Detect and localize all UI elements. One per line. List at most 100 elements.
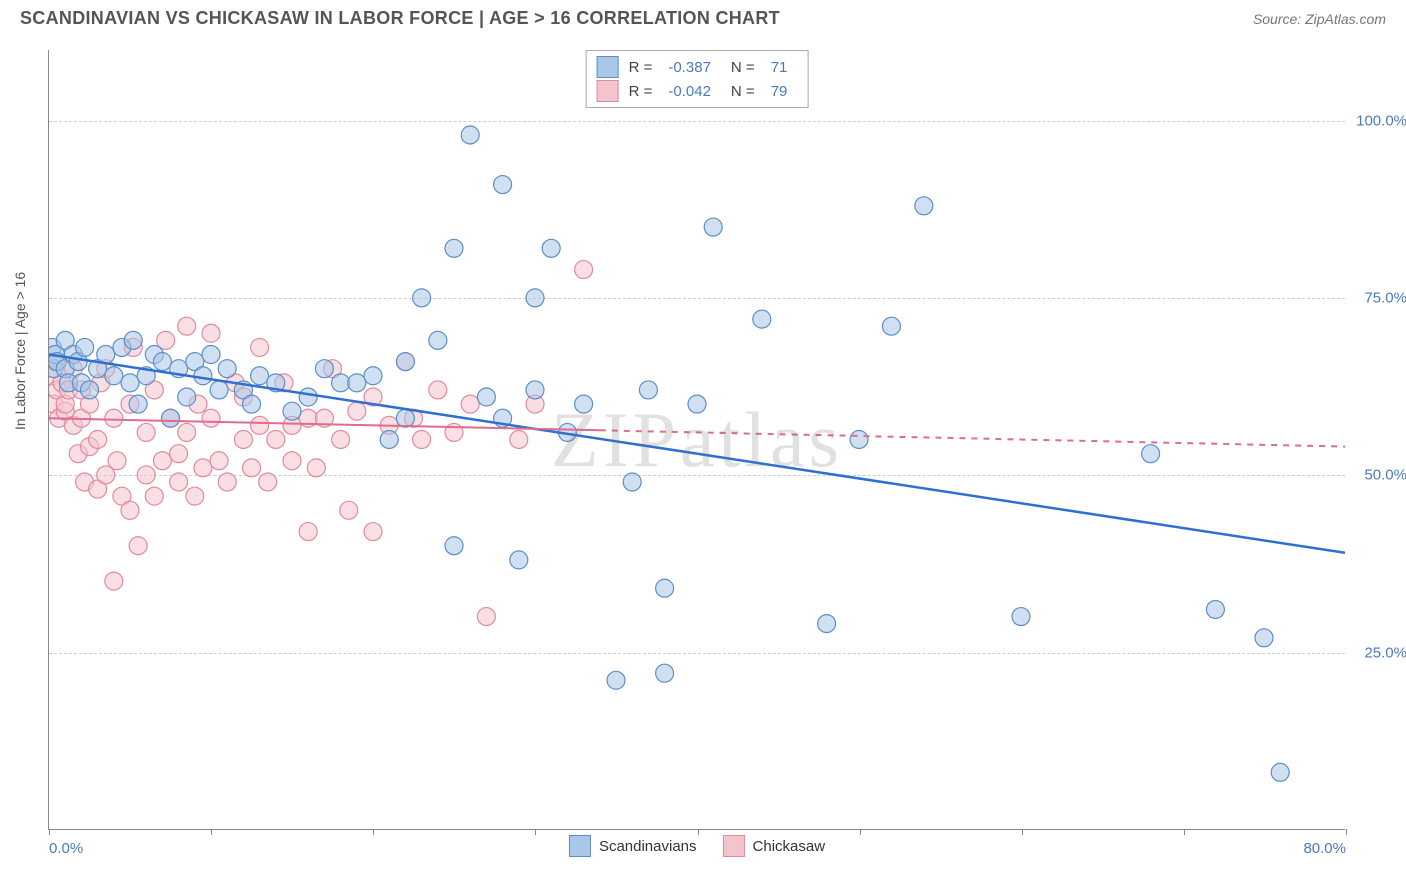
scatter-point [137, 466, 155, 484]
scatter-point [461, 395, 479, 413]
scatter-point [445, 537, 463, 555]
chart-title: SCANDINAVIAN VS CHICKASAW IN LABOR FORCE… [20, 8, 780, 29]
y-tick-label: 75.0% [1364, 290, 1406, 307]
scatter-point [283, 402, 301, 420]
scatter-point [137, 423, 155, 441]
scatter-point [510, 431, 528, 449]
x-tick-mark [860, 829, 861, 835]
scatter-point [1206, 600, 1224, 618]
scatter-point [1012, 608, 1030, 626]
scatter-point [76, 338, 94, 356]
scatter-point [202, 409, 220, 427]
scatter-point [218, 360, 236, 378]
r-value: -0.042 [662, 83, 721, 100]
r-value: -0.387 [662, 59, 721, 76]
scatter-point [510, 551, 528, 569]
scatter-point [477, 608, 495, 626]
scatter-point [526, 289, 544, 307]
scatter-point [108, 452, 126, 470]
scatter-point [121, 501, 139, 519]
scatter-point [332, 374, 350, 392]
legend-item: Scandinavians [569, 835, 697, 857]
scatter-point [332, 431, 350, 449]
scatter-point [315, 360, 333, 378]
legend-label: Chickasaw [753, 838, 826, 855]
scatter-point [202, 346, 220, 364]
y-tick-label: 100.0% [1356, 112, 1406, 129]
scatter-point [129, 395, 147, 413]
x-tick-label: 0.0% [49, 840, 83, 857]
scatter-point [194, 459, 212, 477]
scatter-point [1255, 629, 1273, 647]
scatter-point [307, 459, 325, 477]
scatter-point [105, 409, 123, 427]
scatter-point [364, 523, 382, 541]
scatter-point [243, 395, 261, 413]
scatter-point [1271, 763, 1289, 781]
scatter-point [153, 353, 171, 371]
scatter-point [202, 324, 220, 342]
x-tick-mark [1022, 829, 1023, 835]
scatter-point [753, 310, 771, 328]
scatter-point [178, 317, 196, 335]
scatter-point [178, 388, 196, 406]
scatter-point [153, 452, 171, 470]
scatter-point [267, 431, 285, 449]
scatter-point [396, 409, 414, 427]
n-label: N = [731, 83, 755, 100]
scatter-point [623, 473, 641, 491]
x-tick-mark [535, 829, 536, 835]
x-tick-mark [211, 829, 212, 835]
n-value: 79 [765, 83, 798, 100]
legend-row: R =-0.387N =71 [597, 55, 798, 79]
x-tick-label: 80.0% [1303, 840, 1346, 857]
scatter-point [413, 431, 431, 449]
scatter-point [299, 523, 317, 541]
scatter-point [1142, 445, 1160, 463]
scatter-point [575, 395, 593, 413]
correlation-legend: R =-0.387N =71R =-0.042N =79 [586, 50, 809, 108]
scatter-point [121, 374, 139, 392]
legend-swatch [597, 80, 619, 102]
chart-source: Source: ZipAtlas.com [1253, 11, 1386, 27]
scatter-point [186, 487, 204, 505]
scatter-point [656, 579, 674, 597]
r-label: R = [629, 59, 653, 76]
y-tick-label: 25.0% [1364, 644, 1406, 661]
scatter-point [413, 289, 431, 307]
scatter-point [429, 331, 447, 349]
scatter-point [251, 416, 269, 434]
scatter-point [461, 126, 479, 144]
scatter-point [340, 501, 358, 519]
scatter-point [607, 671, 625, 689]
scatter-point [348, 374, 366, 392]
scatter-point [170, 445, 188, 463]
scatter-point [178, 423, 196, 441]
scatter-point [882, 317, 900, 335]
scatter-point [129, 537, 147, 555]
y-axis-label: In Labor Force | Age > 16 [12, 272, 28, 430]
scatter-point [704, 218, 722, 236]
scatter-point [145, 487, 163, 505]
scatter-point [429, 381, 447, 399]
chart-plot-area: ZIPatlas R =-0.387N =71R =-0.042N =79 Sc… [48, 50, 1345, 830]
legend-label: Scandinavians [599, 838, 697, 855]
scatter-point [348, 402, 366, 420]
scatter-point [105, 572, 123, 590]
scatter-point [477, 388, 495, 406]
legend-row: R =-0.042N =79 [597, 79, 798, 103]
scatter-point [494, 176, 512, 194]
legend-swatch [723, 835, 745, 857]
series-legend: Scandinavians Chickasaw [569, 835, 825, 857]
scatter-point [850, 431, 868, 449]
scatter-point [218, 473, 236, 491]
x-tick-mark [698, 829, 699, 835]
scatter-point [380, 431, 398, 449]
scatter-point [364, 367, 382, 385]
x-tick-mark [373, 829, 374, 835]
scatter-point [97, 346, 115, 364]
scatter-point [656, 664, 674, 682]
scatter-point [688, 395, 706, 413]
regression-line-dashed [600, 430, 1345, 446]
scatter-point [542, 239, 560, 257]
